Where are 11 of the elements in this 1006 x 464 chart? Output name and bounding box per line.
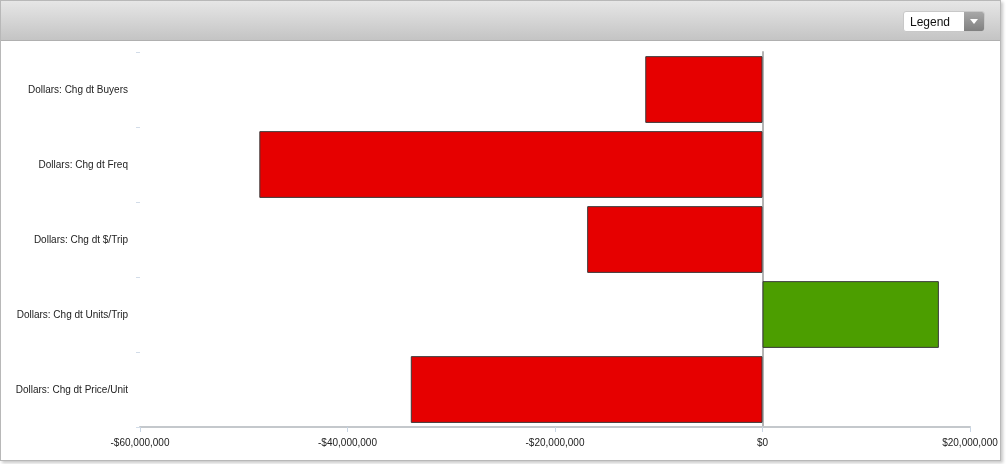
x-tick-label: $20,000,000 [942,436,999,448]
y-tick-label: Dollars: Chg dt Buyers [27,84,128,95]
dropdown: Legend [903,11,985,32]
y-tick-label: Dollars: Chg dt $/Trip [33,234,129,245]
x-tick-label: -$20,000,000 [525,436,585,448]
y-tick-label: Dollars: Chg dt Price/Unit [15,384,129,395]
y-tick-label: Dollars: Chg dt Freq [38,159,128,170]
x-tick-label: -$60,000,000 [110,436,170,448]
y-tick-label: Dollars: Chg dt Units/Trip [16,309,129,320]
x-tick-label: $0 [756,436,769,448]
x-tick-label: -$40,000,000 [318,436,378,448]
